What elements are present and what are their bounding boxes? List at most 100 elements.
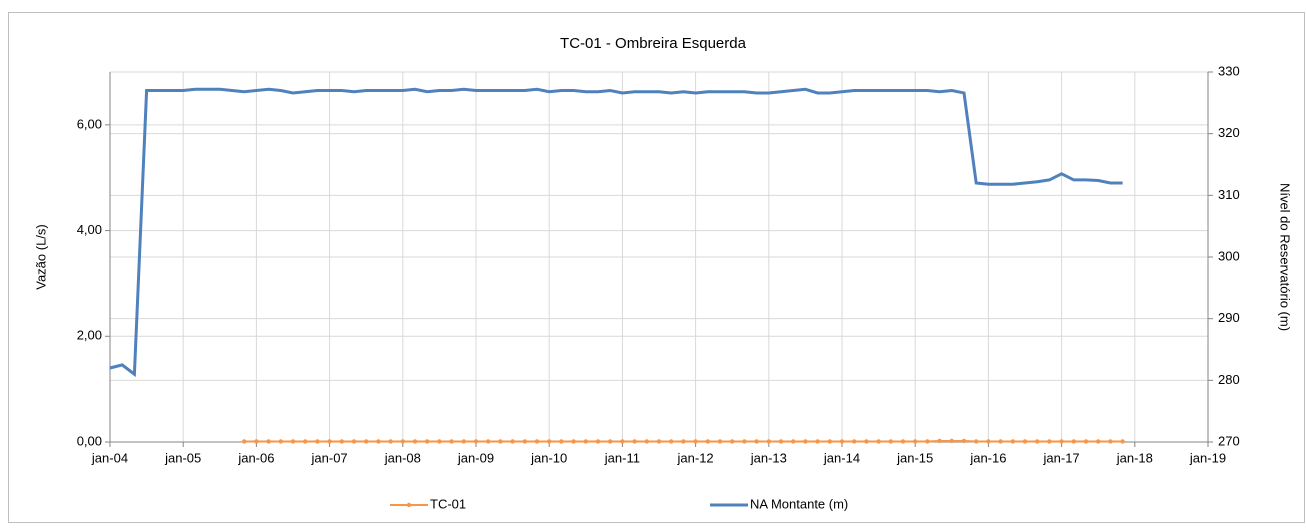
series-marker — [900, 439, 906, 444]
legend-marker — [406, 502, 412, 508]
series-marker — [608, 439, 613, 444]
legend-label: NA Montante (m) — [750, 496, 848, 511]
x-tick-label: jan-13 — [750, 450, 787, 465]
series-marker — [1096, 439, 1101, 444]
series-marker — [961, 438, 967, 444]
y-tick-label: 0,00 — [77, 433, 102, 448]
series-marker — [486, 439, 491, 444]
series-marker — [742, 439, 747, 444]
x-tick-label: jan-18 — [1116, 450, 1153, 465]
series-marker — [949, 438, 954, 444]
y2-tick-label: 280 — [1218, 372, 1240, 387]
series-marker — [1047, 439, 1052, 444]
series-marker — [876, 439, 881, 444]
series-marker — [693, 439, 698, 444]
y-axis-label: Vazão (L/s) — [33, 224, 48, 290]
series-marker — [620, 439, 625, 444]
series-marker — [303, 439, 308, 444]
x-tick-label: jan-16 — [969, 450, 1006, 465]
x-tick-label: jan-19 — [1189, 450, 1226, 465]
series-marker — [913, 439, 918, 444]
series-marker — [376, 439, 381, 444]
series-marker — [571, 439, 576, 444]
series-marker — [925, 439, 930, 444]
series-marker — [937, 438, 942, 444]
series-marker — [242, 439, 247, 444]
series-marker — [510, 439, 515, 444]
chart-border — [8, 12, 1305, 523]
series-marker — [974, 439, 979, 444]
series-marker — [437, 439, 442, 444]
series-marker — [461, 439, 466, 444]
y2-tick-label: 300 — [1218, 248, 1240, 263]
series-marker — [766, 439, 771, 444]
series-line — [109, 87, 1123, 378]
series-marker — [1022, 439, 1028, 444]
series-marker — [425, 439, 430, 444]
y2-tick-label: 330 — [1218, 63, 1240, 78]
x-tick-label: jan-12 — [677, 450, 714, 465]
series-marker — [412, 439, 418, 444]
series-marker — [839, 439, 845, 444]
series-marker — [705, 439, 710, 444]
series-marker — [473, 439, 479, 444]
series-marker — [1120, 439, 1125, 444]
series-marker — [1010, 439, 1015, 444]
series-marker — [644, 439, 649, 444]
x-tick-label: jan-08 — [384, 450, 421, 465]
x-tick-label: jan-04 — [91, 450, 128, 465]
series-marker — [327, 439, 332, 444]
series-marker — [827, 439, 832, 444]
series-marker — [400, 439, 405, 444]
x-tick-label: jan-14 — [823, 450, 860, 465]
series-marker — [339, 439, 344, 444]
y2-axis-label: Nível do Reservatório (m) — [1278, 183, 1293, 331]
series-marker — [351, 439, 357, 444]
y-tick-label: 4,00 — [77, 222, 102, 237]
series-marker — [534, 439, 540, 444]
series-marker — [852, 439, 857, 444]
x-tick-label: jan-17 — [1043, 450, 1080, 465]
series-marker — [1035, 439, 1040, 444]
series-marker — [998, 439, 1003, 444]
series-marker — [815, 439, 820, 444]
y-tick-label: 6,00 — [77, 116, 102, 131]
series-marker — [888, 439, 893, 444]
series-marker — [681, 439, 686, 444]
x-tick-label: jan-10 — [530, 450, 567, 465]
series-marker — [754, 439, 759, 444]
x-tick-label: jan-07 — [311, 450, 348, 465]
x-tick-label: jan-15 — [896, 450, 933, 465]
series-marker — [656, 439, 662, 444]
series-marker — [1083, 439, 1089, 444]
series-marker — [791, 439, 796, 444]
x-tick-label: jan-11 — [604, 450, 640, 465]
series-marker — [778, 439, 784, 444]
x-tick-label: jan-09 — [457, 450, 494, 465]
y2-tick-label: 310 — [1218, 187, 1240, 202]
series-marker — [986, 439, 991, 444]
series-marker — [730, 439, 735, 444]
x-tick-label: jan-06 — [237, 450, 274, 465]
series-marker — [547, 439, 552, 444]
series-marker — [364, 439, 369, 444]
series-marker — [1071, 439, 1077, 444]
series-marker — [290, 439, 296, 444]
series-marker — [254, 439, 259, 444]
series-marker — [315, 439, 320, 444]
series-marker — [388, 439, 393, 444]
y2-tick-label: 290 — [1218, 310, 1240, 325]
series-marker — [1059, 439, 1064, 444]
series-marker — [595, 439, 601, 444]
series-marker — [632, 439, 637, 444]
y2-tick-label: 320 — [1218, 125, 1240, 140]
y-tick-label: 2,00 — [77, 328, 102, 343]
series-marker — [449, 439, 454, 444]
series-marker — [278, 439, 283, 444]
y2-tick-label: 270 — [1218, 433, 1240, 448]
series-marker — [803, 439, 808, 444]
series-marker — [498, 439, 503, 444]
series-marker — [583, 439, 588, 444]
legend-label: TC-01 — [430, 496, 466, 511]
